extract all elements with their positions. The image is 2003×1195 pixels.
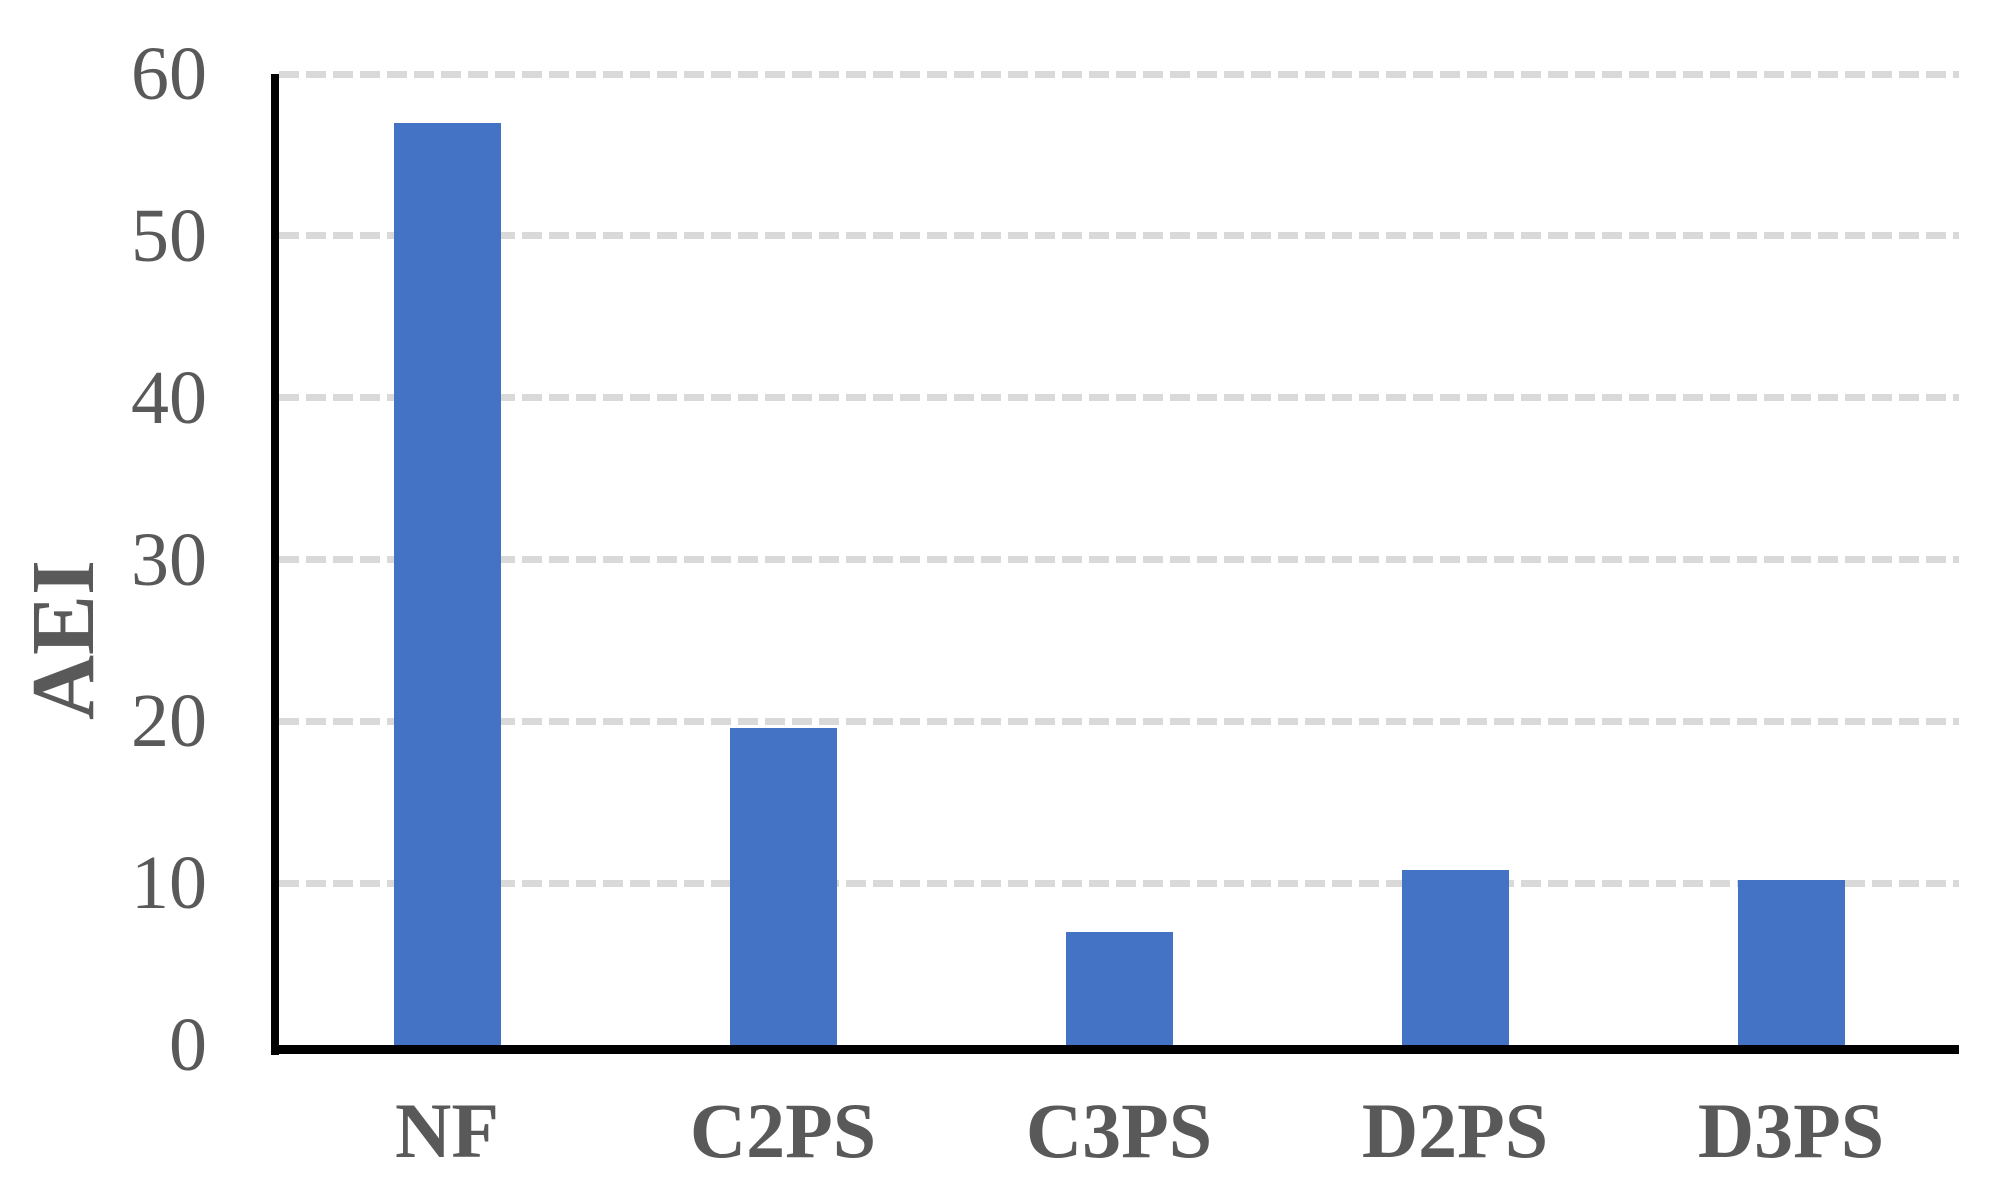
- y-tick-label-10: 10: [131, 841, 207, 926]
- x-axis-label-D3PS: D3PS: [1697, 1087, 1885, 1174]
- y-tick-label-20: 20: [131, 679, 207, 764]
- gridline-50: [279, 232, 1959, 240]
- bar-C3PS: [1065, 931, 1173, 1045]
- bar-D3PS: [1737, 879, 1845, 1045]
- x-axis-label-C2PS: C2PS: [689, 1087, 877, 1174]
- y-tick-label-60: 60: [131, 32, 207, 116]
- gridline-40: [279, 394, 1959, 402]
- bar-NF: [393, 122, 501, 1045]
- x-axis-label-NF: NF: [395, 1087, 499, 1174]
- x-axis-label-D2PS: D2PS: [1361, 1087, 1549, 1174]
- x-axis-line: [271, 1045, 1959, 1054]
- gridline-30: [279, 556, 1959, 563]
- x-axis-label-C3PS: C3PS: [1025, 1087, 1213, 1174]
- y-tick-label-40: 40: [131, 355, 207, 440]
- bar-C2PS: [729, 727, 837, 1045]
- gridline-60: [279, 70, 1959, 78]
- bar-D2PS: [1401, 870, 1509, 1045]
- y-axis-line: [271, 74, 279, 1055]
- gridline-20: [279, 717, 1959, 725]
- y-tick-label-0: 0: [169, 1003, 207, 1087]
- y-tick-label-50: 50: [131, 193, 207, 278]
- gridline-10: [279, 879, 1959, 887]
- y-tick-label-30: 30: [131, 517, 207, 602]
